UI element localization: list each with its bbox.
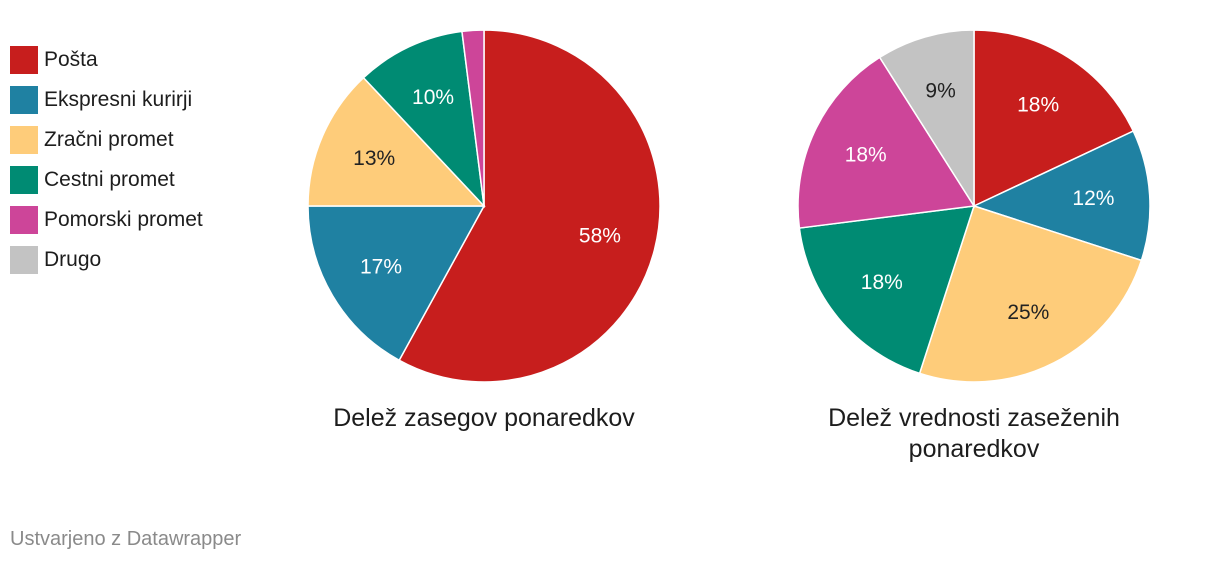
legend-label: Ekspresni kurirji <box>44 88 193 111</box>
pie-charts-canvas: 58% 17% 13% 10% 18% 12% 25% 18% 18% 9% <box>307 29 1151 383</box>
pie-slice-pomorski-promet <box>797 56 976 229</box>
pie-label-posta: 58% <box>579 224 621 247</box>
pie-label-pomorski-promet: 18% <box>845 144 887 167</box>
legend-swatch <box>10 86 38 114</box>
legend-item-cestni-promet: Cestni promet <box>10 160 203 200</box>
legend-item-pomorski-promet: Pomorski promet <box>10 200 203 240</box>
pie-chart-value-share: 18% 12% 25% 18% 18% 9% <box>797 29 1151 383</box>
pie-label-ekspresni-kurirji: 17% <box>360 255 402 278</box>
pie-slice-ekspresni-kurirji <box>307 205 486 362</box>
pie-label-posta: 18% <box>1017 93 1059 116</box>
pie-slice-zracni-promet <box>307 76 486 207</box>
legend-swatch <box>10 166 38 194</box>
pie-title-value-share: Delež vrednosti zaseženih ponaredkov <box>828 404 1120 463</box>
legend-label: Cestni promet <box>44 168 175 191</box>
legend-label: Pošta <box>44 48 98 71</box>
pie-chart-seizures-share: 58% 17% 13% 10% <box>307 29 661 383</box>
pie-label-drugo: 9% <box>925 80 955 103</box>
pie-slice-pomorski-promet <box>461 29 485 207</box>
pie-slice-posta <box>398 29 661 383</box>
legend-swatch <box>10 246 38 274</box>
pie-slice-cestni-promet <box>798 205 976 375</box>
legend-label: Pomorski promet <box>44 208 203 231</box>
footer-credit: Ustvarjeno z Datawrapper <box>10 528 242 550</box>
pie-label-ekspresni-kurirji: 12% <box>1072 187 1114 210</box>
legend-swatch <box>10 126 38 154</box>
pie-slice-zracni-promet <box>918 205 1143 383</box>
pie-label-zracni-promet: 13% <box>353 147 395 170</box>
pie-slice-drugo <box>878 29 975 209</box>
legend-item-drugo: Drugo <box>10 240 203 280</box>
legend-label: Drugo <box>44 248 102 271</box>
chart-legend: Pošta Ekspresni kurirji Zračni promet Ce… <box>10 40 203 280</box>
legend-swatch <box>10 206 38 234</box>
legend-swatch <box>10 46 38 74</box>
legend-item-posta: Pošta <box>10 40 203 80</box>
pie-slice-posta <box>973 29 1135 208</box>
legend-item-ekspresni-kurirji: Ekspresni kurirji <box>10 80 203 120</box>
pie-label-cestni-promet: 10% <box>412 86 454 109</box>
pie-label-cestni-promet: 18% <box>861 271 903 294</box>
pie-label-zracni-promet: 25% <box>1007 301 1049 324</box>
legend-item-zracni-promet: Zračni promet <box>10 120 203 160</box>
pie-slice-ekspresni-kurirji <box>971 130 1151 262</box>
legend-label: Zračni promet <box>44 128 174 151</box>
pie-slice-cestni-promet <box>362 30 486 209</box>
pie-title-seizures-share: Delež zasegov ponaredkov <box>333 404 635 432</box>
